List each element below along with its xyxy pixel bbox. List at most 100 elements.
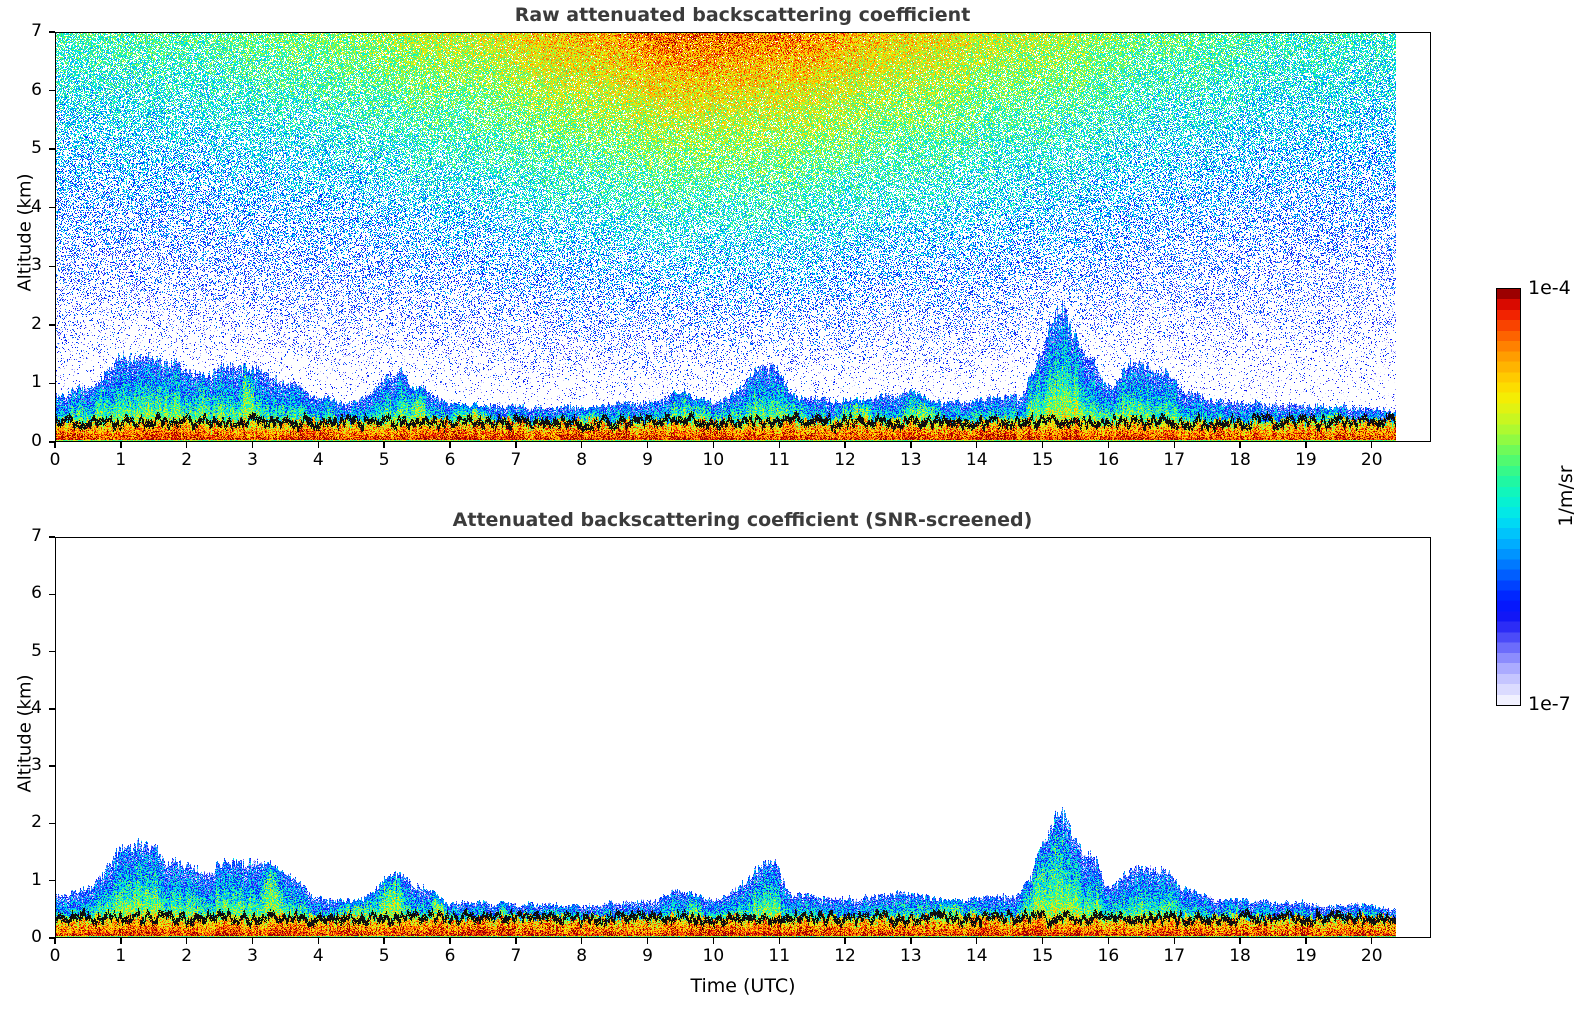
x-axis-label-time: Time (UTC) xyxy=(690,975,796,997)
x-tick-label: 1 xyxy=(115,946,127,966)
y-tick-label: 1 xyxy=(31,372,42,393)
y-tick-label: 6 xyxy=(31,79,42,100)
x-tick-mark xyxy=(1305,938,1307,944)
x-tick-mark xyxy=(383,442,385,448)
x-tick-label: 9 xyxy=(642,450,653,470)
x-tick-label: 4 xyxy=(312,450,324,470)
x-tick-mark xyxy=(54,442,56,448)
x-tick-mark xyxy=(1371,442,1373,448)
plot-area-screened[interactable] xyxy=(55,537,1431,938)
y-tick-mark xyxy=(49,31,55,33)
x-tick-mark xyxy=(844,442,846,448)
y-tick-label: 1 xyxy=(31,869,42,890)
x-tick-label: 0 xyxy=(49,946,61,966)
x-tick-mark xyxy=(251,442,254,448)
x-tick-label: 18 xyxy=(1229,450,1251,470)
x-tick-mark xyxy=(449,442,451,448)
x-tick-label: 20 xyxy=(1360,946,1383,966)
y-tick-mark xyxy=(49,536,55,538)
x-tick-label: 7 xyxy=(510,450,522,470)
x-tick-label: 19 xyxy=(1295,450,1317,470)
x-tick-label: 11 xyxy=(768,946,791,966)
x-tick-label: 13 xyxy=(900,450,922,470)
x-tick-mark xyxy=(646,442,649,448)
colorbar-axis-label: 1/m/sr xyxy=(1555,465,1577,527)
x-tick-mark xyxy=(844,938,846,944)
x-tick-label: 16 xyxy=(1097,450,1120,470)
x-tick-mark xyxy=(317,442,320,448)
y-tick-label: 4 xyxy=(31,196,42,217)
x-tick-mark xyxy=(580,938,583,944)
colorbar[interactable] xyxy=(1496,288,1521,706)
y-tick-label: 2 xyxy=(31,313,42,334)
plot-area-raw[interactable] xyxy=(55,32,1431,442)
y-tick-label: 5 xyxy=(31,138,42,159)
x-tick-mark xyxy=(515,442,517,448)
x-tick-mark xyxy=(1173,938,1175,944)
x-tick-mark xyxy=(185,938,188,944)
x-tick-mark xyxy=(1173,442,1175,448)
y-tick-label: 3 xyxy=(31,755,42,776)
y-tick-label: 7 xyxy=(31,526,42,546)
x-tick-label: 9 xyxy=(642,946,653,966)
x-tick-label: 12 xyxy=(834,946,856,966)
x-tick-label: 17 xyxy=(1163,450,1186,470)
x-tick-mark xyxy=(515,938,517,944)
y-tick-mark xyxy=(49,822,55,825)
x-tick-label: 8 xyxy=(576,946,588,966)
x-tick-label: 4 xyxy=(312,946,324,966)
x-tick-label: 3 xyxy=(247,450,258,470)
x-tick-label: 5 xyxy=(378,450,390,470)
x-tick-label: 18 xyxy=(1229,946,1251,966)
x-tick-mark xyxy=(1239,938,1241,944)
x-tick-mark xyxy=(449,938,451,944)
x-tick-label: 5 xyxy=(378,946,390,966)
y-tick-label: 7 xyxy=(31,21,42,41)
x-tick-label: 17 xyxy=(1163,946,1186,966)
y-tick-label: 5 xyxy=(31,640,42,661)
x-tick-label: 3 xyxy=(247,946,258,966)
x-tick-mark xyxy=(1371,938,1373,944)
x-tick-mark xyxy=(120,938,122,944)
y-tick-mark xyxy=(49,89,55,92)
x-tick-mark xyxy=(976,442,978,448)
x-tick-label: 10 xyxy=(702,946,725,966)
x-tick-label: 1 xyxy=(115,450,127,470)
x-tick-mark xyxy=(976,938,978,944)
x-tick-label: 2 xyxy=(181,946,193,966)
x-tick-label: 7 xyxy=(510,946,522,966)
x-tick-mark xyxy=(778,442,780,448)
y-tick-mark xyxy=(49,593,55,595)
x-tick-label: 15 xyxy=(1031,946,1054,966)
x-tick-label: 13 xyxy=(900,946,922,966)
x-tick-mark xyxy=(317,938,320,944)
x-tick-mark xyxy=(646,938,649,944)
y-tick-label: 2 xyxy=(31,812,42,833)
y-tick-mark xyxy=(49,765,55,767)
y-tick-mark xyxy=(49,937,55,939)
y-tick-mark xyxy=(49,382,55,385)
y-axis-label-screened: Altitude (km) xyxy=(14,674,36,793)
x-tick-label: 19 xyxy=(1295,946,1317,966)
x-tick-mark xyxy=(1107,938,1110,944)
x-tick-mark xyxy=(580,442,583,448)
x-tick-mark xyxy=(251,938,254,944)
y-tick-label: 3 xyxy=(31,255,42,276)
y-tick-mark xyxy=(49,324,55,326)
x-tick-mark xyxy=(910,442,912,448)
x-tick-label: 8 xyxy=(576,450,588,470)
x-tick-label: 0 xyxy=(49,450,61,470)
x-tick-mark xyxy=(910,938,912,944)
x-tick-mark xyxy=(185,442,188,448)
x-tick-mark xyxy=(383,938,385,944)
y-tick-mark xyxy=(49,265,55,267)
x-tick-label: 10 xyxy=(702,450,725,470)
y-tick-label: 0 xyxy=(31,927,42,947)
y-tick-label: 0 xyxy=(31,431,42,451)
x-tick-label: 20 xyxy=(1360,450,1383,470)
x-tick-mark xyxy=(1239,442,1241,448)
x-tick-mark xyxy=(1041,938,1044,944)
y-tick-label: 4 xyxy=(31,697,42,718)
y-tick-mark xyxy=(49,148,55,150)
